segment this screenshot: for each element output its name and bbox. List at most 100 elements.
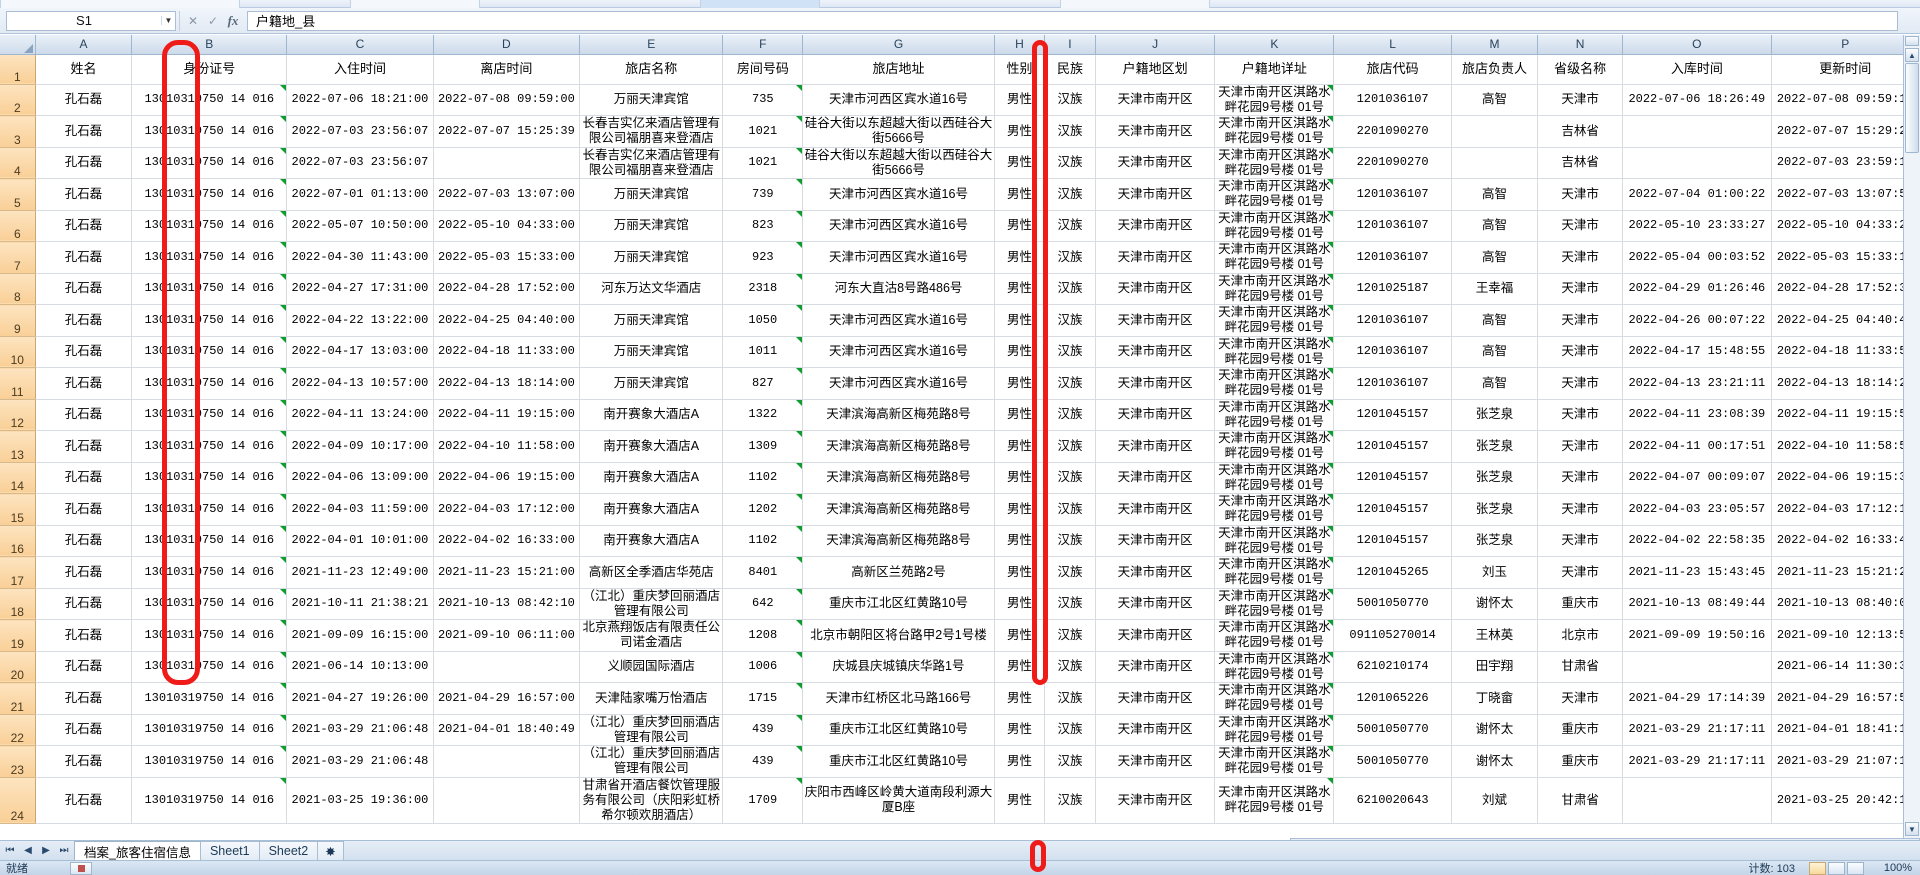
row-header-3[interactable]: 3 xyxy=(0,115,36,148)
table-row[interactable]: 11 孔石磊 13010319750 14 016 2022-04-13 10:57:… xyxy=(0,367,1920,400)
cell-G17[interactable]: 高新区兰苑路2号 xyxy=(802,556,995,589)
cell-M21[interactable]: 丁晓畲 xyxy=(1451,682,1539,715)
cell-A3[interactable]: 孔石磊 xyxy=(35,115,133,148)
cell-P16[interactable]: 2022-04-02 16:33:40 xyxy=(1771,525,1920,557)
cell-D24[interactable] xyxy=(433,777,581,825)
cell-N22[interactable]: 重庆市 xyxy=(1537,714,1624,746)
cell-A23[interactable]: 孔石磊 xyxy=(35,745,133,778)
cell-I14[interactable]: 汉族 xyxy=(1044,462,1096,494)
cell-K6[interactable]: 天津市南开区淇路水畔花园9号楼 01号 xyxy=(1214,210,1335,242)
cell-E6[interactable]: 万丽天津宾馆 xyxy=(579,210,724,242)
cell-J16[interactable]: 天津市南开区 xyxy=(1095,525,1216,557)
cell-F2[interactable]: 735 xyxy=(722,84,804,116)
cell-D10[interactable]: 2022-04-18 11:33:00 xyxy=(433,336,581,368)
cell-I22[interactable]: 汉族 xyxy=(1044,714,1096,746)
table-row[interactable]: 1 姓名 身份证号 入住时间 离店时间 旅店名称 房间号码 旅店地址 性别 民族 户籍地区划 户籍地详… xyxy=(0,54,1920,85)
new-sheet-icon[interactable]: ✸ xyxy=(317,841,344,860)
zoom-level-label[interactable]: 100% xyxy=(1883,862,1912,874)
cell-G21[interactable]: 天津市红桥区北马路166号 xyxy=(802,682,995,715)
table-row[interactable]: 12 孔石磊 13010319750 14 016 2022-04-11 13:24:… xyxy=(0,399,1920,431)
cell-K7[interactable]: 天津市南开区淇路水畔花园9号楼 01号 xyxy=(1214,241,1335,274)
cell-P7[interactable]: 2022-05-03 15:33:14 xyxy=(1771,241,1920,274)
cell-K14[interactable]: 天津市南开区淇路水畔花园9号楼 01号 xyxy=(1214,462,1335,494)
table-row[interactable]: 24 孔石磊 13010319750 14 016 2021-03-25 19:36:… xyxy=(0,777,1920,825)
cell-P15[interactable]: 2022-04-03 17:12:13 xyxy=(1771,493,1920,526)
row-header-2[interactable]: 2 xyxy=(0,84,36,116)
cell-G7[interactable]: 天津市河西区宾水道16号 xyxy=(802,241,995,274)
cell-P3[interactable]: 2022-07-07 15:29:22 xyxy=(1771,115,1920,148)
cell-I15[interactable]: 汉族 xyxy=(1044,493,1096,526)
cell-N12[interactable]: 天津市 xyxy=(1537,399,1624,431)
cell-L13[interactable]: 1201045157 xyxy=(1333,430,1452,463)
cell-J21[interactable]: 天津市南开区 xyxy=(1095,682,1216,715)
cell-G18[interactable]: 重庆市江北区红黄路10号 xyxy=(802,588,995,620)
cell-N4[interactable]: 吉林省 xyxy=(1537,147,1624,179)
cell-G24[interactable]: 庆阳市西峰区岭黄大道南段利源大厦B座 xyxy=(802,777,995,825)
cell-O8[interactable]: 2022-04-29 01:26:46 xyxy=(1622,273,1772,305)
cell-E2[interactable]: 万丽天津宾馆 xyxy=(579,84,724,116)
cell-L7[interactable]: 1201036107 xyxy=(1333,241,1452,274)
cell-I24[interactable]: 汉族 xyxy=(1044,777,1096,825)
cell-J23[interactable]: 天津市南开区 xyxy=(1095,745,1216,778)
cell-C3[interactable]: 2022-07-03 23:56:07 xyxy=(286,115,434,148)
cell-M9[interactable]: 高智 xyxy=(1451,304,1539,337)
cell-E23[interactable]: （江北）重庆梦回丽酒店管理有限公司 xyxy=(579,745,724,778)
cell-E15[interactable]: 南开赛象大酒店A xyxy=(579,493,724,526)
cell-L23[interactable]: 5001050770 xyxy=(1333,745,1452,778)
cell-O17[interactable]: 2021-11-23 15:43:45 xyxy=(1622,556,1772,589)
cell-K5[interactable]: 天津市南开区淇路水畔花园9号楼 01号 xyxy=(1214,178,1335,211)
cell-I6[interactable]: 汉族 xyxy=(1044,210,1096,242)
cell-C9[interactable]: 2022-04-22 13:22:00 xyxy=(286,304,434,337)
row-header-23[interactable]: 23 xyxy=(0,745,36,778)
table-row[interactable]: 2 孔石磊 13010319750 14 016 2022-07-06 18:21:0… xyxy=(0,84,1920,116)
cell-E24[interactable]: 甘肃省开酒店餐饮管理服务有限公司（庆阳彩虹桥希尔顿欢朋酒店） xyxy=(579,777,724,825)
table-row[interactable]: 6 孔石磊 13010319750 14 016 2022-05-07 10:50:0… xyxy=(0,210,1920,242)
cell-E22[interactable]: （江北）重庆梦回丽酒店管理有限公司 xyxy=(579,714,724,746)
record-macro-icon[interactable] xyxy=(70,861,92,875)
row-header-6[interactable]: 6 xyxy=(0,210,36,242)
cell-I2[interactable]: 汉族 xyxy=(1044,84,1096,116)
cell-K15[interactable]: 天津市南开区淇路水畔花园9号楼 01号 xyxy=(1214,493,1335,526)
cell-O15[interactable]: 2022-04-03 23:05:57 xyxy=(1622,493,1772,526)
column-header-P[interactable]: P xyxy=(1771,35,1920,55)
check-icon[interactable]: ✓ xyxy=(207,13,219,28)
cell-A6[interactable]: 孔石磊 xyxy=(35,210,133,242)
cell-C21[interactable]: 2021-04-27 19:26:00 xyxy=(286,682,434,715)
column-header-N[interactable]: N xyxy=(1537,35,1624,55)
cell-L3[interactable]: 2201090270 xyxy=(1333,115,1452,148)
cell-J7[interactable]: 天津市南开区 xyxy=(1095,241,1216,274)
select-all-corner[interactable] xyxy=(0,35,36,55)
cell-O7[interactable]: 2022-05-04 00:03:52 xyxy=(1622,241,1772,274)
cell-I4[interactable]: 汉族 xyxy=(1044,147,1096,179)
cell-P17[interactable]: 2021-11-23 15:21:26 xyxy=(1771,556,1920,589)
row-header-14[interactable]: 14 xyxy=(0,462,36,494)
cell-G2[interactable]: 天津市河西区宾水道16号 xyxy=(802,84,995,116)
row-header-16[interactable]: 16 xyxy=(0,525,36,557)
column-header-I[interactable]: I xyxy=(1044,35,1096,55)
vertical-split-handle[interactable] xyxy=(1905,36,1919,46)
column-header-L[interactable]: L xyxy=(1333,35,1452,55)
cell-K4[interactable]: 天津市南开区淇路水畔花园9号楼 01号 xyxy=(1214,147,1335,179)
cell-D18[interactable]: 2021-10-13 08:42:10 xyxy=(433,588,581,620)
cell-H8[interactable]: 男性 xyxy=(994,273,1046,305)
cell-K10[interactable]: 天津市南开区淇路水畔花园9号楼 01号 xyxy=(1214,336,1335,368)
vertical-scrollbar[interactable]: ▲ ▼ xyxy=(1903,35,1920,838)
cell-N10[interactable]: 天津市 xyxy=(1537,336,1624,368)
cell-K16[interactable]: 天津市南开区淇路水畔花园9号楼 01号 xyxy=(1214,525,1335,557)
column-header-M[interactable]: M xyxy=(1451,35,1539,55)
cell-H6[interactable]: 男性 xyxy=(994,210,1046,242)
cell-B10[interactable]: 13010319750 14 016 xyxy=(131,336,288,368)
cell-H24[interactable]: 男性 xyxy=(994,777,1046,825)
row-header-11[interactable]: 11 xyxy=(0,367,36,400)
cell-N20[interactable]: 甘肃省 xyxy=(1537,651,1624,683)
cell-H4[interactable]: 男性 xyxy=(994,147,1046,179)
cell-O23[interactable]: 2021-03-29 21:17:11 xyxy=(1622,745,1772,778)
cell-C14[interactable]: 2022-04-06 13:09:00 xyxy=(286,462,434,494)
cell-M6[interactable]: 高智 xyxy=(1451,210,1539,242)
formula-input[interactable]: 户籍地_县 xyxy=(247,10,1898,31)
cell-A5[interactable]: 孔石磊 xyxy=(35,178,133,211)
cell-O13[interactable]: 2022-04-11 00:17:51 xyxy=(1622,430,1772,463)
cell-A2[interactable]: 孔石磊 xyxy=(35,84,133,116)
row-header-10[interactable]: 10 xyxy=(0,336,36,368)
row-header-15[interactable]: 15 xyxy=(0,493,36,526)
